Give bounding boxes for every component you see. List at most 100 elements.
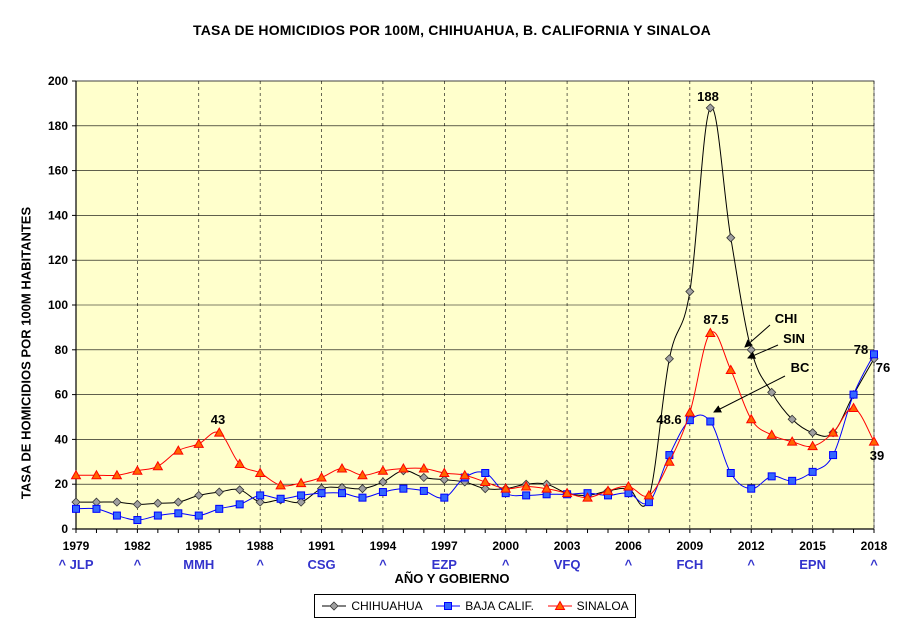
data-point-chihuahua	[357, 484, 368, 494]
data-point-chihuahua	[194, 490, 204, 500]
data-point-sinaloa	[520, 480, 532, 491]
data-point-sinaloa	[295, 477, 307, 488]
data-point-sinaloa	[786, 436, 798, 446]
data-point-chihuahua	[685, 286, 695, 297]
legend: CHIHUAHUA BAJA CALIF. SINALOA	[314, 594, 636, 618]
x-tick-label: 1982	[124, 539, 151, 553]
data-point-baja-california	[685, 416, 694, 425]
data-point-chihuahua	[378, 477, 388, 487]
data-point-baja-california	[870, 350, 878, 359]
data-point-sinaloa	[643, 489, 655, 500]
annotation-label: 76	[876, 360, 890, 375]
data-point-chihuahua	[787, 414, 797, 424]
data-point-baja-california	[726, 469, 735, 477]
chi-arrow	[744, 324, 771, 348]
y-tick-label: 60	[55, 388, 69, 402]
data-point-sinaloa	[602, 485, 614, 495]
data-point-sinaloa	[500, 483, 512, 493]
data-point-baja-california	[276, 494, 285, 503]
data-point-sinaloa	[827, 427, 839, 437]
data-point-chihuahua	[132, 499, 142, 509]
data-point-chihuahua	[235, 485, 245, 495]
x-tick-label: 1994	[370, 539, 397, 553]
government-label: EPN	[799, 557, 826, 572]
data-point-baja-california	[153, 511, 162, 520]
data-point-chihuahua	[214, 487, 224, 497]
government-label: ^	[256, 557, 264, 572]
x-tick-label: 1988	[247, 539, 274, 553]
government-label: ^	[379, 557, 387, 572]
data-point-sinaloa	[418, 463, 430, 473]
data-point-sinaloa	[234, 458, 246, 469]
annotation-label: 188	[697, 89, 719, 104]
data-point-baja-california	[358, 493, 367, 502]
x-tick-label: 2012	[738, 539, 765, 553]
data-point-baja-california	[767, 472, 776, 481]
government-label: CSG	[307, 557, 335, 572]
data-point-sinaloa	[111, 469, 123, 480]
data-point-sinaloa	[807, 440, 818, 451]
government-label: VFQ	[554, 557, 581, 572]
x-tick-labels: 1979 1982 1985 1988 1991 1994 1997 2000 2003 2006…	[63, 539, 888, 553]
data-point-baja-california	[297, 491, 306, 500]
sin-arrow	[747, 344, 779, 359]
annotation-label: 87.5	[703, 312, 728, 327]
government-labels: ^ JLP ^ MMH ^ CSG ^ EZP ^ VFQ ^ FCH ^ EPN ^	[58, 557, 878, 572]
data-point-sinaloa	[766, 429, 778, 439]
data-point-baja-california	[849, 390, 858, 399]
data-point-chihuahua	[153, 498, 163, 508]
annotation-label: 43	[211, 412, 225, 427]
legend-swatch	[436, 602, 461, 610]
x-tick-label: 1979	[63, 539, 90, 553]
data-point-baja-california	[808, 467, 817, 476]
government-label: MMH	[183, 557, 214, 572]
data-point-sinaloa	[398, 463, 409, 473]
data-point-sinaloa	[664, 456, 675, 466]
data-point-baja-california	[338, 489, 346, 498]
x-tick-label: 2003	[554, 539, 581, 553]
data-point-baja-california	[235, 500, 244, 509]
data-point-chihuahua	[173, 497, 183, 507]
legend-item: BAJA CALIF.	[435, 599, 534, 613]
axes	[72, 80, 875, 533]
data-point-baja-california	[747, 484, 756, 493]
annotations: 188 87.5 48.6 43 78 76 39 CHI SIN BC	[211, 89, 890, 463]
data-point-baja-california	[624, 489, 633, 498]
data-point-sinaloa	[623, 480, 634, 491]
data-point-sinaloa	[91, 469, 102, 480]
series-lines	[70, 103, 880, 525]
government-label: ^	[134, 557, 142, 572]
y-tick-label: 20	[55, 477, 69, 491]
annotation-label: 78	[854, 342, 868, 357]
x-axis-label: AÑO Y GOBIERNO	[394, 571, 510, 586]
data-point-baja-california	[72, 504, 80, 513]
data-point-chihuahua	[767, 387, 777, 397]
data-point-sinaloa	[172, 445, 184, 455]
data-point-sinaloa	[275, 479, 286, 490]
annotation-label: SIN	[783, 331, 805, 346]
data-point-sinaloa	[193, 438, 205, 448]
data-point-baja-california	[829, 451, 838, 460]
y-tick-label: 160	[48, 164, 68, 178]
data-point-sinaloa	[459, 469, 471, 480]
data-point-baja-california	[522, 491, 531, 500]
legend-swatch	[322, 601, 347, 611]
data-point-baja-california	[419, 486, 428, 495]
x-tick-label: 2000	[492, 539, 519, 553]
data-point-baja-california	[788, 476, 797, 485]
x-tick-label: 1985	[185, 539, 212, 553]
data-point-sinaloa	[254, 467, 266, 477]
government-label: ^	[870, 557, 878, 572]
data-point-sinaloa	[377, 465, 389, 475]
data-point-baja-california	[444, 602, 453, 610]
y-tick-label: 120	[48, 253, 68, 267]
x-tick-label: 1991	[308, 539, 335, 553]
y-tick-label: 40	[55, 432, 69, 446]
annotation-label: BC	[791, 360, 810, 375]
annotation-label: 48.6	[656, 412, 681, 427]
data-point-sinaloa	[132, 465, 143, 475]
x-tick-label: 2006	[615, 539, 642, 553]
data-point-chihuahua	[112, 497, 122, 507]
data-point-sinaloa	[725, 364, 737, 374]
